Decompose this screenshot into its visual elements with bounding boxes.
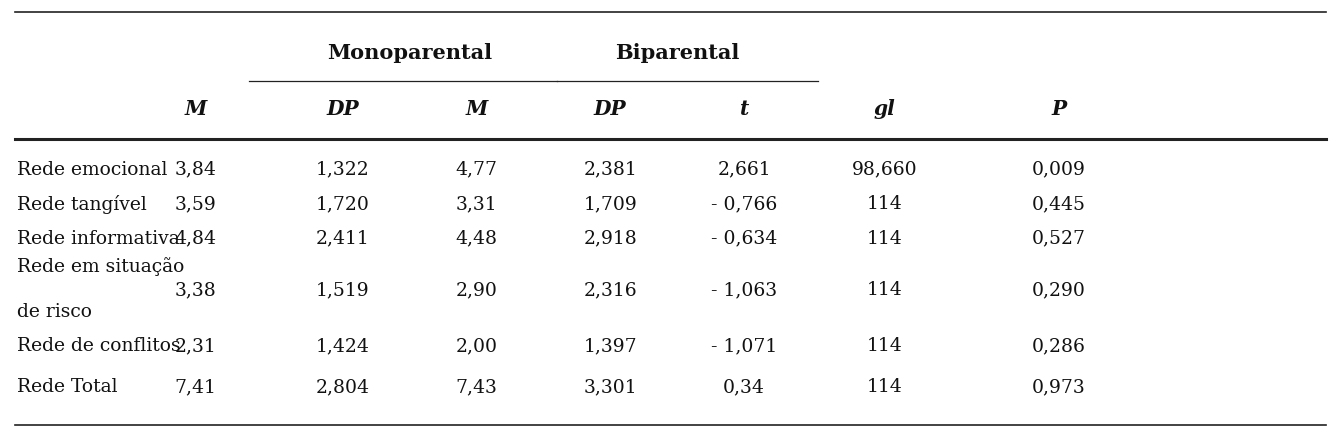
Text: gl: gl xyxy=(874,99,896,119)
Text: M: M xyxy=(184,99,207,119)
Text: 2,804: 2,804 xyxy=(315,378,370,396)
Text: 3,31: 3,31 xyxy=(456,195,498,213)
Text: 0,290: 0,290 xyxy=(1031,281,1085,299)
Text: Monoparental: Monoparental xyxy=(327,43,492,63)
Text: 1,709: 1,709 xyxy=(583,195,637,213)
Text: DP: DP xyxy=(326,99,359,119)
Text: M: M xyxy=(465,99,488,119)
Text: 2,381: 2,381 xyxy=(583,161,637,178)
Text: Rede emocional: Rede emocional xyxy=(17,161,168,178)
Text: t: t xyxy=(739,99,748,119)
Text: DP: DP xyxy=(594,99,626,119)
Text: 1,519: 1,519 xyxy=(316,281,370,299)
Text: 114: 114 xyxy=(866,378,902,396)
Text: 0,973: 0,973 xyxy=(1031,378,1085,396)
Text: - 0,634: - 0,634 xyxy=(711,230,778,247)
Text: 4,84: 4,84 xyxy=(174,230,216,247)
Text: Rede em situação: Rede em situação xyxy=(17,257,185,276)
Text: 3,59: 3,59 xyxy=(174,195,216,213)
Text: 0,34: 0,34 xyxy=(723,378,764,396)
Text: 2,661: 2,661 xyxy=(717,161,771,178)
Text: 114: 114 xyxy=(866,230,902,247)
Text: P: P xyxy=(1051,99,1066,119)
Text: 1,720: 1,720 xyxy=(315,195,370,213)
Text: 3,84: 3,84 xyxy=(174,161,216,178)
Text: 4,48: 4,48 xyxy=(456,230,498,247)
Text: Rede Total: Rede Total xyxy=(17,378,118,396)
Text: 4,77: 4,77 xyxy=(456,161,498,178)
Text: 2,316: 2,316 xyxy=(583,281,637,299)
Text: - 1,063: - 1,063 xyxy=(711,281,778,299)
Text: 1,424: 1,424 xyxy=(315,337,370,355)
Text: 3,301: 3,301 xyxy=(583,378,637,396)
Text: 98,660: 98,660 xyxy=(852,161,917,178)
Text: Rede de conflitos: Rede de conflitos xyxy=(17,337,181,355)
Text: 2,31: 2,31 xyxy=(174,337,216,355)
Text: 2,00: 2,00 xyxy=(456,337,498,355)
Text: 0,286: 0,286 xyxy=(1031,337,1085,355)
Text: 0,009: 0,009 xyxy=(1031,161,1085,178)
Text: 3,38: 3,38 xyxy=(174,281,216,299)
Text: - 0,766: - 0,766 xyxy=(711,195,778,213)
Text: 114: 114 xyxy=(866,337,902,355)
Text: 1,397: 1,397 xyxy=(583,337,637,355)
Text: 0,445: 0,445 xyxy=(1031,195,1086,213)
Text: Rede informativa: Rede informativa xyxy=(17,230,180,247)
Text: Rede tangível: Rede tangível xyxy=(17,194,148,214)
Text: 1,322: 1,322 xyxy=(315,161,370,178)
Text: 0,527: 0,527 xyxy=(1031,230,1086,247)
Text: - 1,071: - 1,071 xyxy=(711,337,778,355)
Text: de risco: de risco xyxy=(17,303,93,321)
Text: Biparental: Biparental xyxy=(616,43,739,63)
Text: 7,43: 7,43 xyxy=(456,378,498,396)
Text: 114: 114 xyxy=(866,195,902,213)
Text: 7,41: 7,41 xyxy=(174,378,216,396)
Text: 2,411: 2,411 xyxy=(315,230,370,247)
Text: 2,918: 2,918 xyxy=(583,230,637,247)
Text: 2,90: 2,90 xyxy=(456,281,498,299)
Text: 114: 114 xyxy=(866,281,902,299)
